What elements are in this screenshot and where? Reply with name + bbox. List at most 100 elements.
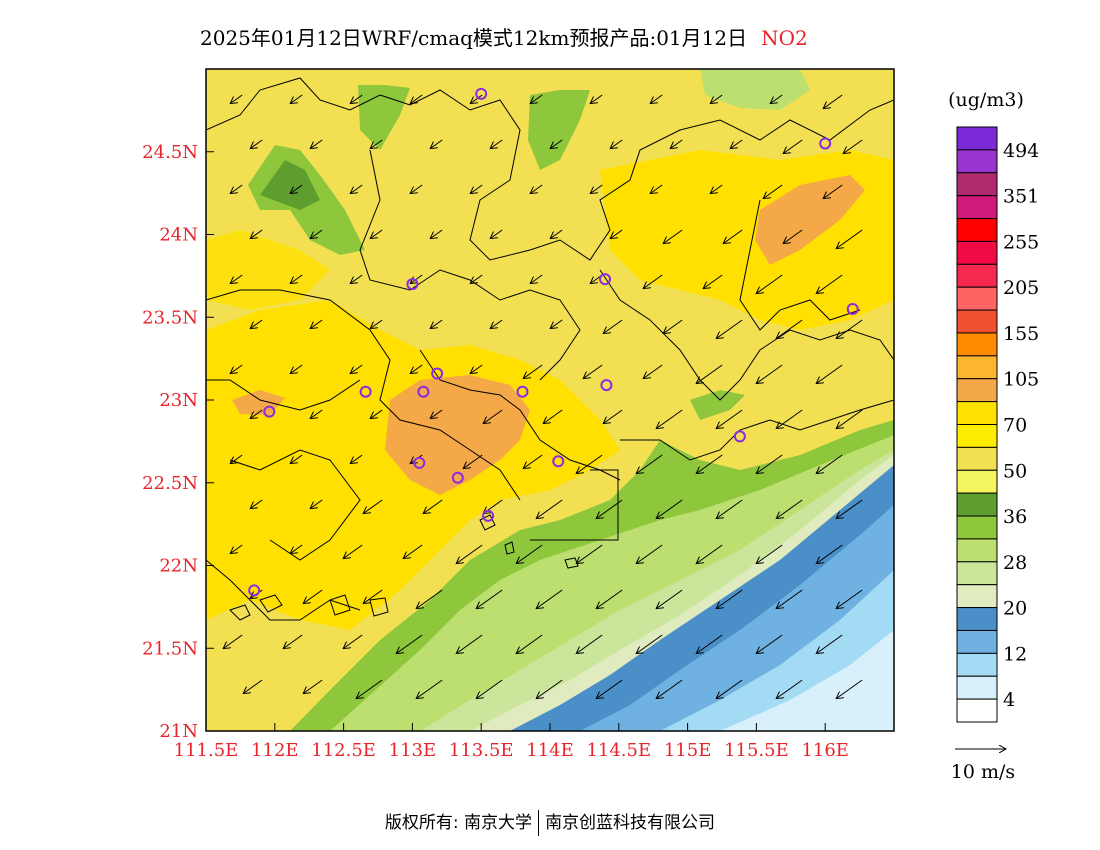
wind-arrow [717,499,743,518]
colorbar-swatch [956,378,998,403]
colorbar-swatch [956,561,998,586]
colorbar-swatch [956,652,998,677]
wind-arrow [597,679,623,698]
wind-arrow [637,454,663,473]
wind-arrow [417,679,443,698]
wind-arrow [464,454,483,468]
wind-arrow [591,94,603,103]
wind-arrow [291,454,303,463]
wind-arrow [411,274,423,283]
wind-arrow [537,679,563,698]
wind-arrow [711,94,723,103]
wind-arrow [351,454,363,463]
wind-arrow [311,319,323,328]
wind-arrow [404,544,423,558]
monitoring-station [733,430,746,443]
wind-arrow [657,589,683,608]
footer-left: 版权所有: 南京大学 [384,813,533,833]
wind-arrow [597,499,623,518]
wind-arrow [817,544,843,563]
wind-arrow [291,364,303,373]
colorbar-label: 255 [1003,231,1039,253]
colorbar-label: 50 [1003,460,1027,482]
monitoring-station [552,455,565,468]
wind-arrow [657,409,683,428]
monitoring-station [599,273,612,286]
wind-arrow [344,544,363,558]
wind-arrow [397,634,423,653]
wind-arrow [351,94,363,103]
colorbar-swatch [956,424,998,448]
y-tick-label: 23N [159,390,198,411]
wind-arrow [611,139,623,148]
wind-arrow [604,409,623,423]
wind-arrow [371,319,383,328]
wind-arrow [311,409,323,418]
wind-arrow [704,274,723,288]
colorbar-swatch [956,469,998,494]
wind-arrow [231,184,243,193]
wind-arrow [531,184,543,193]
monitoring-station [417,385,430,398]
wind-arrow [484,409,503,423]
x-tick-label: 111.5E [174,740,239,761]
colorbar-swatch [956,332,998,357]
wind-arrow [431,319,443,328]
wind-arrow [817,364,843,383]
colorbar-swatch [956,401,998,426]
colorbar-unit: (ug/m3) [948,89,1024,111]
wind-arrow [457,634,483,653]
footer: 版权所有: 南京大学 南京创蓝科技有限公司 [0,808,1100,836]
wind-arrow [717,319,743,338]
colorbar-swatch [956,149,998,174]
wind-arrow [664,319,683,333]
colorbar-swatch [956,538,998,563]
wind-arrow [817,454,843,473]
wind-arrow [717,679,743,698]
monitoring-station [413,456,426,469]
wind-arrow [517,544,543,563]
x-tick-label: 114E [526,740,574,761]
wind-arrow [777,679,803,698]
x-tick-label: 113E [389,740,437,761]
wind-arrow [284,634,303,648]
wind-arrow [671,139,683,148]
wind-arrow [431,409,443,418]
wind-arrow [244,679,263,693]
wind-arrow [651,94,663,103]
wind-legend-label: 10 m/s [951,761,1015,783]
title-species: NO2 [761,26,808,50]
station-markers [248,87,859,597]
monitoring-station [431,367,444,380]
colorbar-swatch [956,172,998,197]
colorbar-label: 494 [1003,140,1039,162]
wind-arrow [531,274,543,283]
wind-arrow [304,589,323,603]
wind-arrow [844,139,863,153]
wind-arrow [731,139,743,148]
colorbar-label: 20 [1003,598,1027,620]
wind-arrow [457,544,483,563]
wind-arrow [757,274,783,293]
monitoring-station [819,137,832,150]
wind-arrow [777,409,803,428]
monitoring-station [451,471,464,484]
wind-arrow [231,364,243,373]
wind-arrow [491,139,503,148]
wind-arrow [231,454,243,463]
wind-arrow [251,139,263,148]
wind-arrow [491,229,503,238]
wind-arrow [291,544,303,553]
wind-arrow [291,274,303,283]
y-tick-label: 21N [159,721,198,742]
colorbar-label: 70 [1003,415,1027,437]
wind-arrow [477,589,503,608]
wind-arrow [837,319,863,338]
colorbar-swatch [956,218,998,242]
colorbar-swatch [956,309,998,334]
wind-arrow [597,589,623,608]
footer-separator [538,810,540,836]
wind-arrow [537,589,563,608]
wind-arrow [371,409,383,418]
boundaries [206,77,894,621]
